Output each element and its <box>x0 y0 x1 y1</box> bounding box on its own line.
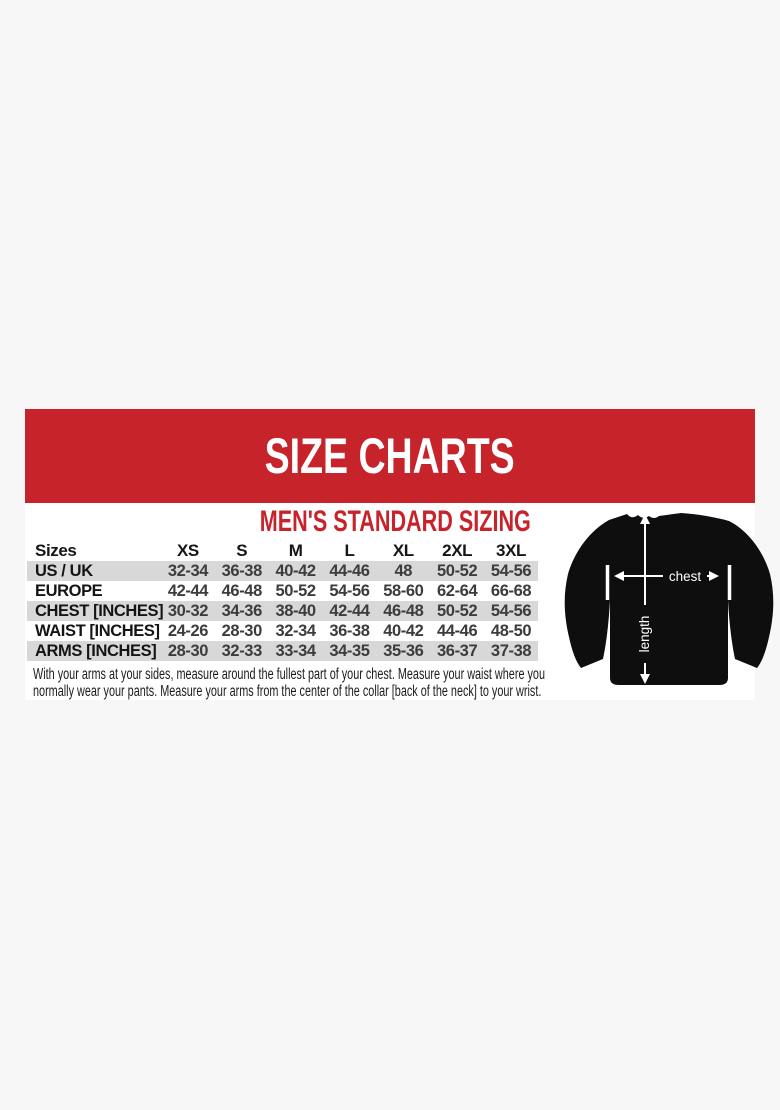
length-label: length <box>637 616 652 653</box>
table-row: US / UK 32-34 36-38 40-42 44-46 48 50-52 54-56 <box>27 561 538 581</box>
size-cell: 40-42 <box>383 621 424 640</box>
header-row: Sizes XS S M L XL 2XL 3XL <box>27 540 538 561</box>
size-cell: 33-34 <box>275 641 317 660</box>
chest-arrowhead-right <box>709 571 719 581</box>
column-header-l: L <box>344 540 355 560</box>
size-cell: 34-35 <box>329 641 370 660</box>
shirt-measurement-diagram: chest length <box>564 513 774 685</box>
chest-label: chest <box>669 569 702 584</box>
size-table-body: US / UK 32-34 36-38 40-42 44-46 48 50-52 54-56 E… <box>27 561 538 661</box>
column-header-sizes: Sizes <box>35 540 77 560</box>
size-cell: 32-33 <box>221 641 263 660</box>
size-cell: 54-56 <box>490 601 532 620</box>
size-cell: 28-30 <box>167 641 209 660</box>
size-cell: 44-46 <box>437 621 478 640</box>
size-cell: 50-52 <box>437 561 478 580</box>
row-label: ARMS [INCHES] <box>35 641 157 660</box>
size-cell: 36-38 <box>329 621 370 640</box>
size-cell: 40-42 <box>275 561 317 580</box>
size-cell: 24-26 <box>167 621 209 640</box>
mens-standard-sizing-heading: MEN'S STANDARD SIZING <box>259 505 531 538</box>
size-cell: 32-34 <box>275 621 317 640</box>
column-header-xs: XS <box>176 540 199 560</box>
size-cell: 66-68 <box>490 581 532 600</box>
table-row: EUROPE 42-44 46-48 50-52 54-56 58-60 62-64 66-6… <box>27 581 538 601</box>
size-cell: 28-30 <box>221 621 263 640</box>
column-header-m: M <box>288 540 303 560</box>
size-cell: 37-38 <box>490 641 532 660</box>
size-charts-title: SIZE CHARTS <box>264 428 516 484</box>
chest-arrowhead-left <box>614 571 624 581</box>
row-label: US / UK <box>35 561 93 580</box>
size-cell: 44-46 <box>329 561 370 580</box>
size-table-header: Sizes XS S M L XL 2XL 3XL <box>27 540 538 561</box>
size-cell: 48-50 <box>490 621 532 640</box>
size-cell: 35-36 <box>383 641 424 660</box>
column-header-2xl: 2XL <box>442 540 473 560</box>
size-cell: 50-52 <box>437 601 478 620</box>
size-cell: 34-36 <box>221 601 263 620</box>
size-charts-banner: SIZE CHARTS <box>25 409 755 503</box>
measurement-note: With your arms at your sides, measure ar… <box>33 666 545 700</box>
size-cell: 42-44 <box>167 581 209 600</box>
length-arrowhead-top <box>640 514 650 524</box>
length-arrowhead-bottom <box>640 674 650 684</box>
row-label: WAIST [INCHES] <box>35 621 160 640</box>
size-cell: 62-64 <box>437 581 478 600</box>
subtitle-container: MEN'S STANDARD SIZING <box>135 505 655 539</box>
size-cell: 36-38 <box>221 561 263 580</box>
row-label: EUROPE <box>35 581 103 600</box>
size-cell: 32-34 <box>167 561 209 580</box>
table-row: ARMS [INCHES] 28-30 32-33 33-34 34-35 35-36 36… <box>27 641 538 661</box>
size-table: Sizes XS S M L XL 2XL 3XL US / UK 32-34 36-38 40-4… <box>27 540 538 661</box>
size-cell: 42-44 <box>329 601 370 620</box>
column-header-3xl: 3XL <box>496 540 527 560</box>
size-cell: 36-37 <box>437 641 478 660</box>
size-cell: 46-48 <box>383 601 424 620</box>
column-header-s: S <box>236 540 248 560</box>
size-cell: 54-56 <box>329 581 370 600</box>
size-cell: 54-56 <box>490 561 532 580</box>
size-cell: 50-52 <box>275 581 317 600</box>
size-cell: 48 <box>394 561 413 580</box>
size-chart-panel: SIZE CHARTS MEN'S STANDARD SIZING Sizes X… <box>25 409 774 700</box>
table-row: WAIST [INCHES] 24-26 28-30 32-34 36-38 40-42 4… <box>27 621 538 641</box>
column-header-xl: XL <box>392 540 414 560</box>
shirt-silhouette-shape <box>564 513 774 685</box>
size-cell: 38-40 <box>275 601 317 620</box>
size-cell: 46-48 <box>221 581 263 600</box>
size-cell: 30-32 <box>167 601 209 620</box>
measurement-note-container: With your arms at your sides, measure ar… <box>33 666 551 700</box>
table-row: CHEST [INCHES] 30-32 34-36 38-40 42-44 46-48 5… <box>27 601 538 621</box>
row-label: CHEST [INCHES] <box>35 601 164 620</box>
size-cell: 58-60 <box>383 581 424 600</box>
